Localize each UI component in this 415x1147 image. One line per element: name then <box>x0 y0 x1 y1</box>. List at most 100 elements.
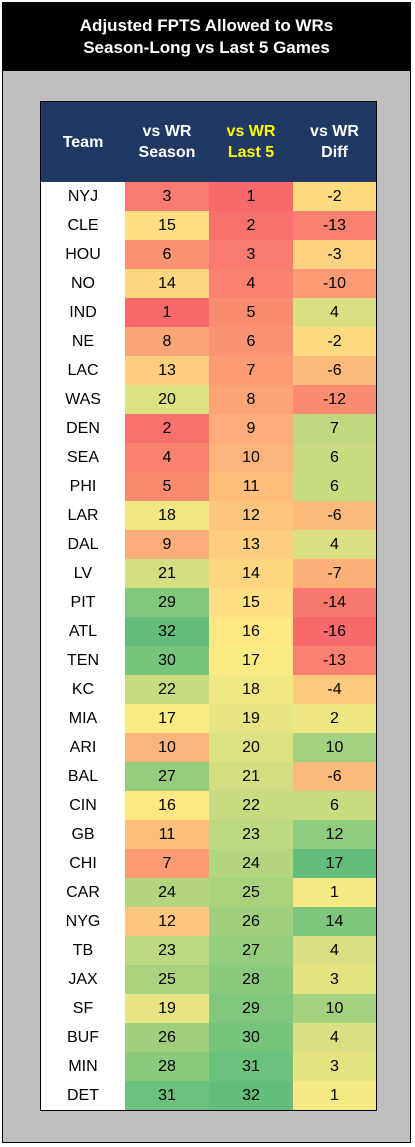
cell-season: 23 <box>125 936 209 965</box>
cell-team: IND <box>41 298 125 327</box>
cell-team: GB <box>41 820 125 849</box>
cell-last5: 14 <box>209 559 293 588</box>
cell-last5: 13 <box>209 530 293 559</box>
cell-season: 21 <box>125 559 209 588</box>
cell-season: 19 <box>125 994 209 1023</box>
cell-diff: 6 <box>293 472 376 501</box>
cell-last5: 29 <box>209 994 293 1023</box>
cell-team: DEN <box>41 414 125 443</box>
table-row: DEN 2 9 7 <box>41 414 376 443</box>
cell-last5: 5 <box>209 298 293 327</box>
cell-season: 9 <box>125 530 209 559</box>
table-row: WAS 20 8 -12 <box>41 385 376 414</box>
table-row: JAX 25 28 3 <box>41 965 376 994</box>
table-row: NYJ 3 1 -2 <box>41 182 376 211</box>
cell-team: JAX <box>41 965 125 994</box>
cell-team: ATL <box>41 617 125 646</box>
cell-team: NE <box>41 327 125 356</box>
cell-season: 16 <box>125 791 209 820</box>
cell-season: 7 <box>125 849 209 878</box>
cell-season: 26 <box>125 1023 209 1052</box>
cell-last5: 7 <box>209 356 293 385</box>
cell-season: 6 <box>125 240 209 269</box>
cell-season: 3 <box>125 182 209 211</box>
table-row: PHI 5 11 6 <box>41 472 376 501</box>
cell-last5: 12 <box>209 501 293 530</box>
cell-diff: -4 <box>293 675 376 704</box>
cell-last5: 20 <box>209 733 293 762</box>
cell-season: 1 <box>125 298 209 327</box>
cell-diff: 7 <box>293 414 376 443</box>
table-row: BAL 27 21 -6 <box>41 762 376 791</box>
cell-diff: -6 <box>293 356 376 385</box>
header-team: Team <box>62 133 104 151</box>
table-row: MIN 28 31 3 <box>41 1052 376 1081</box>
table-row: ATL 32 16 -16 <box>41 617 376 646</box>
table-row: SEA 4 10 6 <box>41 443 376 472</box>
header-season-line-2: Season <box>138 144 196 161</box>
cell-team: CAR <box>41 878 125 907</box>
cell-diff: 6 <box>293 443 376 472</box>
table-row: LV 21 14 -7 <box>41 559 376 588</box>
cell-team: NO <box>41 269 125 298</box>
cell-diff: 14 <box>293 907 376 936</box>
cell-team: CLE <box>41 211 125 240</box>
table-row: TB 23 27 4 <box>41 936 376 965</box>
cell-team: CHI <box>41 849 125 878</box>
cell-diff: -6 <box>293 762 376 791</box>
table-row: CIN 16 22 6 <box>41 791 376 820</box>
cell-diff: 4 <box>293 1023 376 1052</box>
cell-team: NYG <box>41 907 125 936</box>
table-row: MIA 17 19 2 <box>41 704 376 733</box>
cell-last5: 24 <box>209 849 293 878</box>
cell-team: TB <box>41 936 125 965</box>
cell-team: PHI <box>41 472 125 501</box>
cell-team: WAS <box>41 385 125 414</box>
cell-season: 29 <box>125 588 209 617</box>
cell-season: 25 <box>125 965 209 994</box>
header-last5: vs WR Last 5 <box>209 102 293 182</box>
cell-season: 27 <box>125 762 209 791</box>
cell-season: 13 <box>125 356 209 385</box>
cell-diff: -13 <box>293 211 376 240</box>
table-body: NYJ 3 1 -2 CLE 15 2 -13 HOU 6 3 -3 NO 14 4 -10 IND 1 5 4 NE 8… <box>41 182 376 1110</box>
cell-team: NYJ <box>41 182 125 211</box>
cell-last5: 31 <box>209 1052 293 1081</box>
cell-team: LAC <box>41 356 125 385</box>
cell-last5: 10 <box>209 443 293 472</box>
cell-diff: -12 <box>293 385 376 414</box>
header-diff-line-2: Diff <box>321 144 348 161</box>
cell-diff: 3 <box>293 965 376 994</box>
header-season: vs WR Season <box>125 102 209 182</box>
table-row: PIT 29 15 -14 <box>41 588 376 617</box>
cell-diff: -2 <box>293 327 376 356</box>
cell-diff: 10 <box>293 994 376 1023</box>
header-season-line-1: vs WR <box>142 123 192 140</box>
table-row: SF 19 29 10 <box>41 994 376 1023</box>
cell-last5: 32 <box>209 1081 293 1110</box>
header-diff-line-1: vs WR <box>310 123 359 140</box>
cell-diff: -10 <box>293 269 376 298</box>
cell-season: 14 <box>125 269 209 298</box>
cell-diff: 12 <box>293 820 376 849</box>
cell-season: 4 <box>125 443 209 472</box>
table-row: LAR 18 12 -6 <box>41 501 376 530</box>
cell-diff: 10 <box>293 733 376 762</box>
cell-season: 31 <box>125 1081 209 1110</box>
cell-season: 17 <box>125 704 209 733</box>
cell-team: DET <box>41 1081 125 1110</box>
data-table: Team vs WR Season vs WR Last 5 vs WR Dif… <box>40 101 377 1111</box>
cell-season: 32 <box>125 617 209 646</box>
header-last5-line-2: Last 5 <box>227 144 275 161</box>
cell-team: SF <box>41 994 125 1023</box>
cell-diff: 1 <box>293 878 376 907</box>
table-row: KC 22 18 -4 <box>41 675 376 704</box>
table-row: NYG 12 26 14 <box>41 907 376 936</box>
cell-diff: 4 <box>293 298 376 327</box>
table-row: IND 1 5 4 <box>41 298 376 327</box>
cell-diff: -3 <box>293 240 376 269</box>
cell-season: 20 <box>125 385 209 414</box>
cell-team: MIA <box>41 704 125 733</box>
cell-diff: 1 <box>293 1081 376 1110</box>
